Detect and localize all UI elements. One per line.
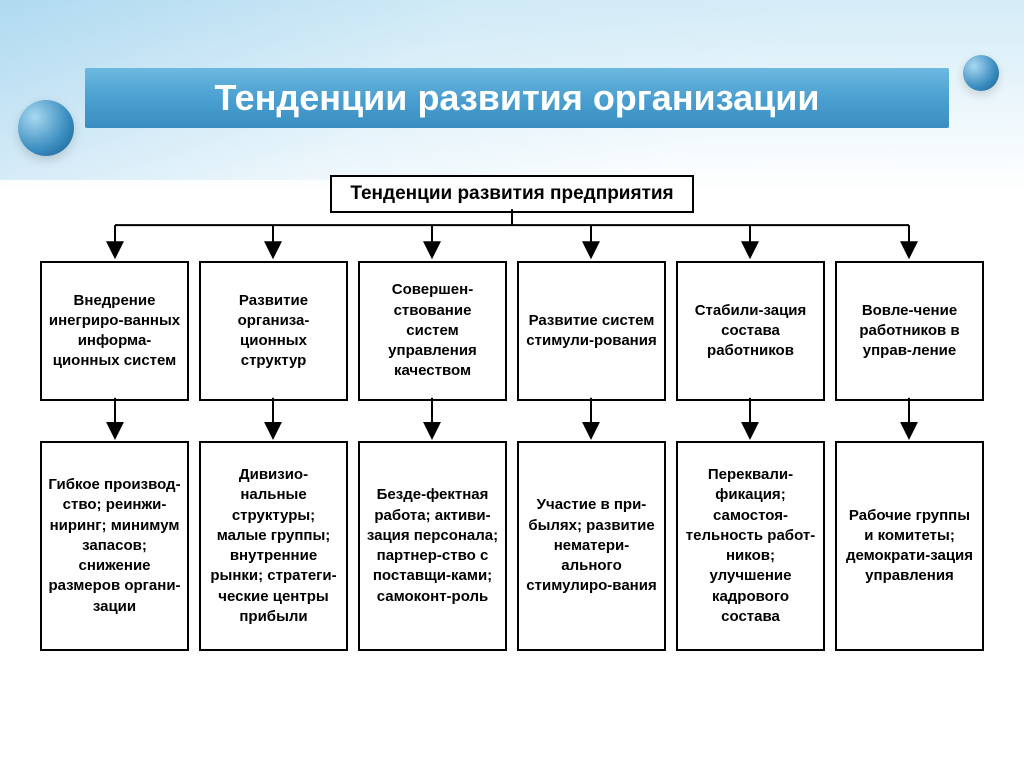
tier2-node-2: Безде-фектная работа; активи-зация персо… (358, 441, 507, 651)
page-title: Тенденции развития организации (85, 68, 949, 128)
tier2-node-3: Участие в при-былях; развитие нематери-а… (517, 441, 666, 651)
tier1-label: Развитие организа-ционных структур (207, 291, 340, 372)
tier-2-row: Гибкое производ-ство; реинжи-ниринг; мин… (40, 441, 984, 651)
page-title-text: Тенденции развития организации (214, 77, 819, 119)
diagram-container: Тенденции развития предприятия Внедрение… (40, 175, 984, 737)
tier1-node-3: Развитие систем стимули-рования (517, 261, 666, 401)
tier2-label: Дивизио-нальные структуры; малые группы;… (207, 465, 340, 627)
tier2-node-4: Переквали-фикация; самостоя-тельность ра… (676, 441, 825, 651)
tier1-node-0: Внедрение инегриро-ванных информа-ционны… (40, 261, 189, 401)
decorative-sphere-left (18, 100, 74, 156)
decorative-sphere-right (963, 55, 999, 91)
tier2-label: Переквали-фикация; самостоя-тельность ра… (684, 465, 817, 627)
root-node-label: Тенденции развития предприятия (350, 183, 673, 204)
tier1-label: Вовле-чение работников в управ-ление (843, 301, 976, 362)
root-node: Тенденции развития предприятия (330, 175, 693, 213)
tier1-label: Совершен-ствование систем управления кач… (366, 280, 499, 381)
tier1-label: Развитие систем стимули-рования (525, 311, 658, 352)
tier1-label: Внедрение инегриро-ванных информа-ционны… (48, 291, 181, 372)
tier2-node-0: Гибкое производ-ство; реинжи-ниринг; мин… (40, 441, 189, 651)
tier2-label: Участие в при-былях; развитие нематери-а… (525, 495, 658, 596)
tier1-label: Стабили-зация состава работников (684, 301, 817, 362)
tier1-node-5: Вовле-чение работников в управ-ление (835, 261, 984, 401)
tier2-label: Рабочие группы и комитеты; демократи-зац… (843, 506, 976, 587)
tier2-node-1: Дивизио-нальные структуры; малые группы;… (199, 441, 348, 651)
tier2-label: Гибкое производ-ство; реинжи-ниринг; мин… (48, 475, 181, 617)
tier1-node-1: Развитие организа-ционных структур (199, 261, 348, 401)
tier-1-row: Внедрение инегриро-ванных информа-ционны… (40, 261, 984, 401)
tier2-label: Безде-фектная работа; активи-зация персо… (366, 485, 499, 607)
tier1-node-2: Совершен-ствование систем управления кач… (358, 261, 507, 401)
tier2-node-5: Рабочие группы и комитеты; демократи-зац… (835, 441, 984, 651)
tier1-node-4: Стабили-зация состава работников (676, 261, 825, 401)
